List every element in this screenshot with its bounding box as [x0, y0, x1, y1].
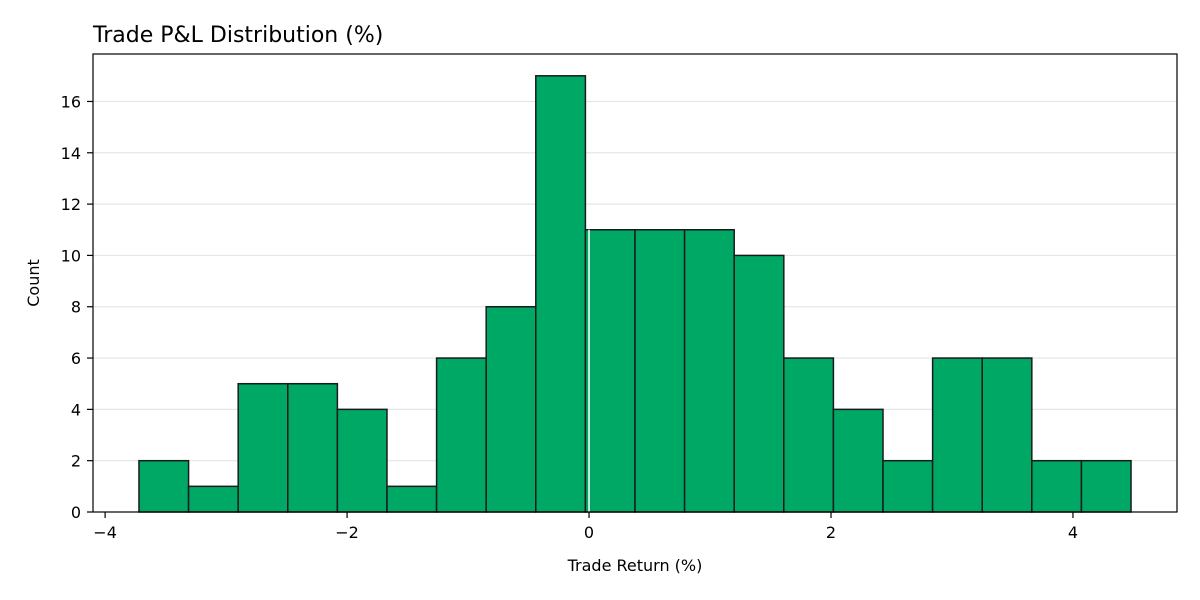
histogram-bars [138, 75, 1132, 513]
chart-title: Trade P&L Distribution (%) [92, 23, 383, 48]
y-tick-label: 8 [71, 298, 81, 317]
histogram-bar [584, 229, 636, 513]
x-tick-label: −2 [335, 523, 359, 542]
histogram-bar [783, 357, 835, 513]
y-tick-label: 6 [71, 349, 81, 368]
y-tick-label: 2 [71, 452, 81, 471]
histogram-bar [733, 254, 785, 513]
x-tick-label: 2 [826, 523, 836, 542]
histogram-bar [287, 382, 339, 513]
histogram-bar [931, 357, 983, 513]
x-tick-label: −4 [93, 523, 117, 542]
histogram-bar [187, 485, 239, 513]
y-axis-ticks: 0 2 4 6 8 10 12 14 16 [61, 92, 93, 522]
x-tick-label: 4 [1068, 523, 1078, 542]
histogram-bar [535, 75, 587, 513]
y-tick-label: 10 [61, 246, 81, 265]
x-axis-ticks: −4 −2 0 2 4 [93, 512, 1078, 542]
histogram-bar [882, 459, 934, 513]
histogram-bar [981, 357, 1033, 513]
histogram-bar [1031, 459, 1083, 513]
histogram-bar [237, 382, 289, 513]
y-tick-label: 4 [71, 400, 81, 419]
y-tick-label: 0 [71, 503, 81, 522]
histogram-bar [386, 485, 438, 513]
histogram-bar [832, 408, 884, 513]
plot-area-frame [92, 53, 1178, 513]
histogram-bar [634, 229, 686, 513]
histogram-bar [435, 357, 487, 513]
histogram-bar [138, 459, 190, 513]
y-tick-label: 14 [61, 144, 81, 163]
histogram-bar [683, 229, 735, 513]
x-axis-label: Trade Return (%) [567, 556, 703, 575]
histogram-bar [485, 305, 537, 513]
histogram-bar [336, 408, 388, 513]
y-axis-label: Count [24, 259, 43, 307]
y-tick-label: 12 [61, 195, 81, 214]
histogram-bar [1080, 459, 1132, 513]
x-tick-label: 0 [584, 523, 594, 542]
y-tick-label: 16 [61, 92, 81, 111]
